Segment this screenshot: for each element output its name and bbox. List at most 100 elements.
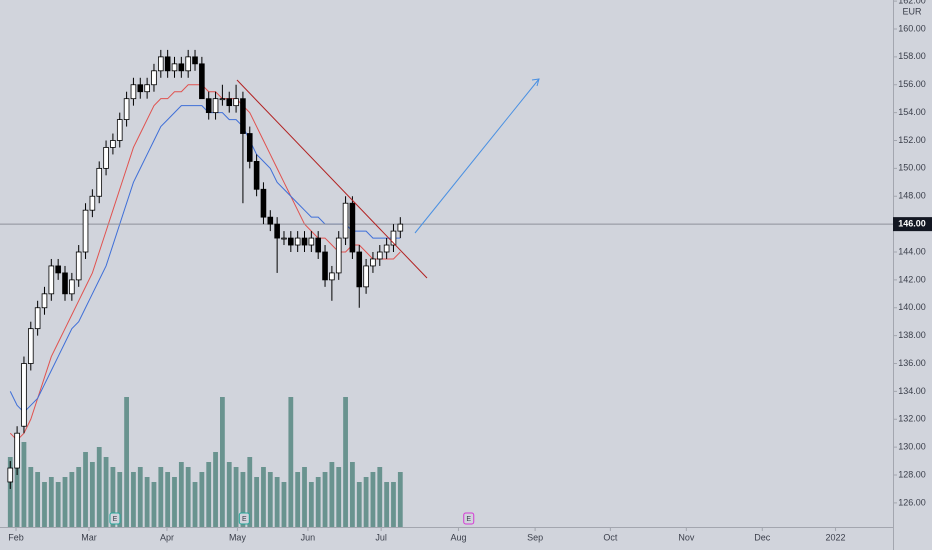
volume-bar	[233, 467, 239, 527]
y-tick-label: 148.00	[898, 191, 926, 201]
volume-bar	[185, 467, 191, 527]
x-tick-label: Mar	[81, 532, 97, 542]
candle-body	[281, 237, 287, 240]
candle-body	[322, 251, 328, 281]
candle-body	[21, 363, 27, 427]
candle-body	[158, 56, 164, 72]
arrow-head	[531, 78, 540, 87]
volume-bar	[144, 477, 150, 527]
y-tick-label: 126.00	[898, 497, 926, 507]
volume-bar	[302, 467, 307, 527]
volume-bar	[261, 467, 266, 527]
last-price-box	[893, 217, 932, 232]
volume-bar	[336, 467, 342, 527]
volume-bar	[391, 482, 396, 527]
candle-body	[110, 140, 116, 148]
candle-body	[82, 209, 89, 253]
candle-body	[123, 98, 130, 120]
y-tick-label: 142.00	[898, 274, 926, 284]
candle-body	[329, 272, 335, 281]
volume-bar	[172, 477, 177, 527]
x-tick-label: Jun	[301, 532, 316, 542]
volume-bar	[131, 472, 136, 527]
volume-bar	[21, 442, 27, 527]
y-tick-label: 138.00	[898, 330, 926, 340]
volume-bar	[226, 462, 232, 527]
volume-bar	[158, 467, 164, 527]
x-tick-label: Feb	[8, 532, 24, 542]
volume-bar	[103, 457, 109, 527]
y-tick-label: 162.00	[898, 0, 926, 5]
y-tick-label: 128.00	[898, 469, 926, 479]
candle-body	[164, 56, 171, 72]
volume-bar	[62, 477, 68, 527]
candle-body	[363, 265, 369, 288]
y-tick-label: 140.00	[898, 302, 926, 312]
volume-bar	[48, 477, 54, 527]
x-tick-label: Apr	[160, 532, 174, 542]
moving-average	[9, 84, 401, 441]
candle-body	[260, 188, 267, 218]
event-label: E	[113, 516, 118, 523]
x-tick-label: Aug	[450, 532, 466, 542]
volume-bar	[274, 477, 280, 527]
volume-bar	[199, 472, 205, 527]
candle-body	[383, 244, 390, 253]
y-tick-label: 156.00	[898, 79, 926, 89]
candle-body	[397, 223, 404, 232]
candle-body	[62, 272, 68, 295]
volume-bar	[206, 462, 212, 527]
volume-bar	[117, 472, 123, 527]
volume-bar	[28, 467, 34, 527]
candle-body	[301, 237, 308, 246]
candle-body	[7, 467, 14, 483]
candle-body	[288, 237, 294, 246]
event-icon	[463, 512, 475, 525]
candle-body	[171, 63, 178, 72]
candle-body	[48, 265, 55, 295]
candle-body	[75, 251, 82, 281]
candle-body	[137, 84, 144, 93]
volume-bar	[124, 397, 129, 527]
volume-bar	[247, 457, 253, 527]
event-icon	[109, 512, 121, 525]
volume-bar	[14, 467, 20, 527]
volume-bar	[69, 472, 75, 527]
candle-body	[151, 70, 157, 86]
candle-body	[335, 237, 342, 274]
candle-body	[14, 432, 20, 469]
candle-body	[390, 230, 397, 246]
candle-body	[69, 279, 75, 295]
candle-body	[356, 251, 363, 288]
candle-body	[27, 328, 34, 364]
volume-bar	[192, 482, 198, 527]
volume-bar	[377, 467, 383, 527]
volume-bar	[165, 472, 171, 527]
projection-arrow	[414, 78, 540, 234]
x-tick-label: Nov	[678, 532, 695, 542]
volume-bar	[96, 447, 102, 527]
volume-bar	[397, 472, 403, 527]
event-icon	[238, 512, 250, 525]
candle-body	[226, 98, 233, 107]
candle-body	[246, 133, 253, 162]
y-tick-label: 160.00	[898, 23, 926, 33]
x-tick-label: Oct	[603, 532, 618, 542]
candle-body	[55, 265, 61, 274]
x-tick-label: Dec	[754, 532, 771, 542]
currency-label: EUR	[902, 6, 922, 16]
event-label: E	[466, 516, 471, 523]
candle-body	[308, 237, 315, 246]
volume-bar	[308, 482, 314, 527]
y-tick-label: 130.00	[898, 442, 926, 452]
candle-body	[349, 202, 356, 253]
candle-body	[103, 147, 109, 169]
volume-bar	[178, 462, 184, 527]
x-tick-label: May	[229, 532, 247, 542]
y-tick-label: 158.00	[898, 51, 926, 61]
candle-body	[274, 223, 280, 239]
x-tick-label: Jul	[375, 532, 387, 542]
volume-bar	[363, 477, 369, 527]
volume-bar	[267, 472, 273, 527]
